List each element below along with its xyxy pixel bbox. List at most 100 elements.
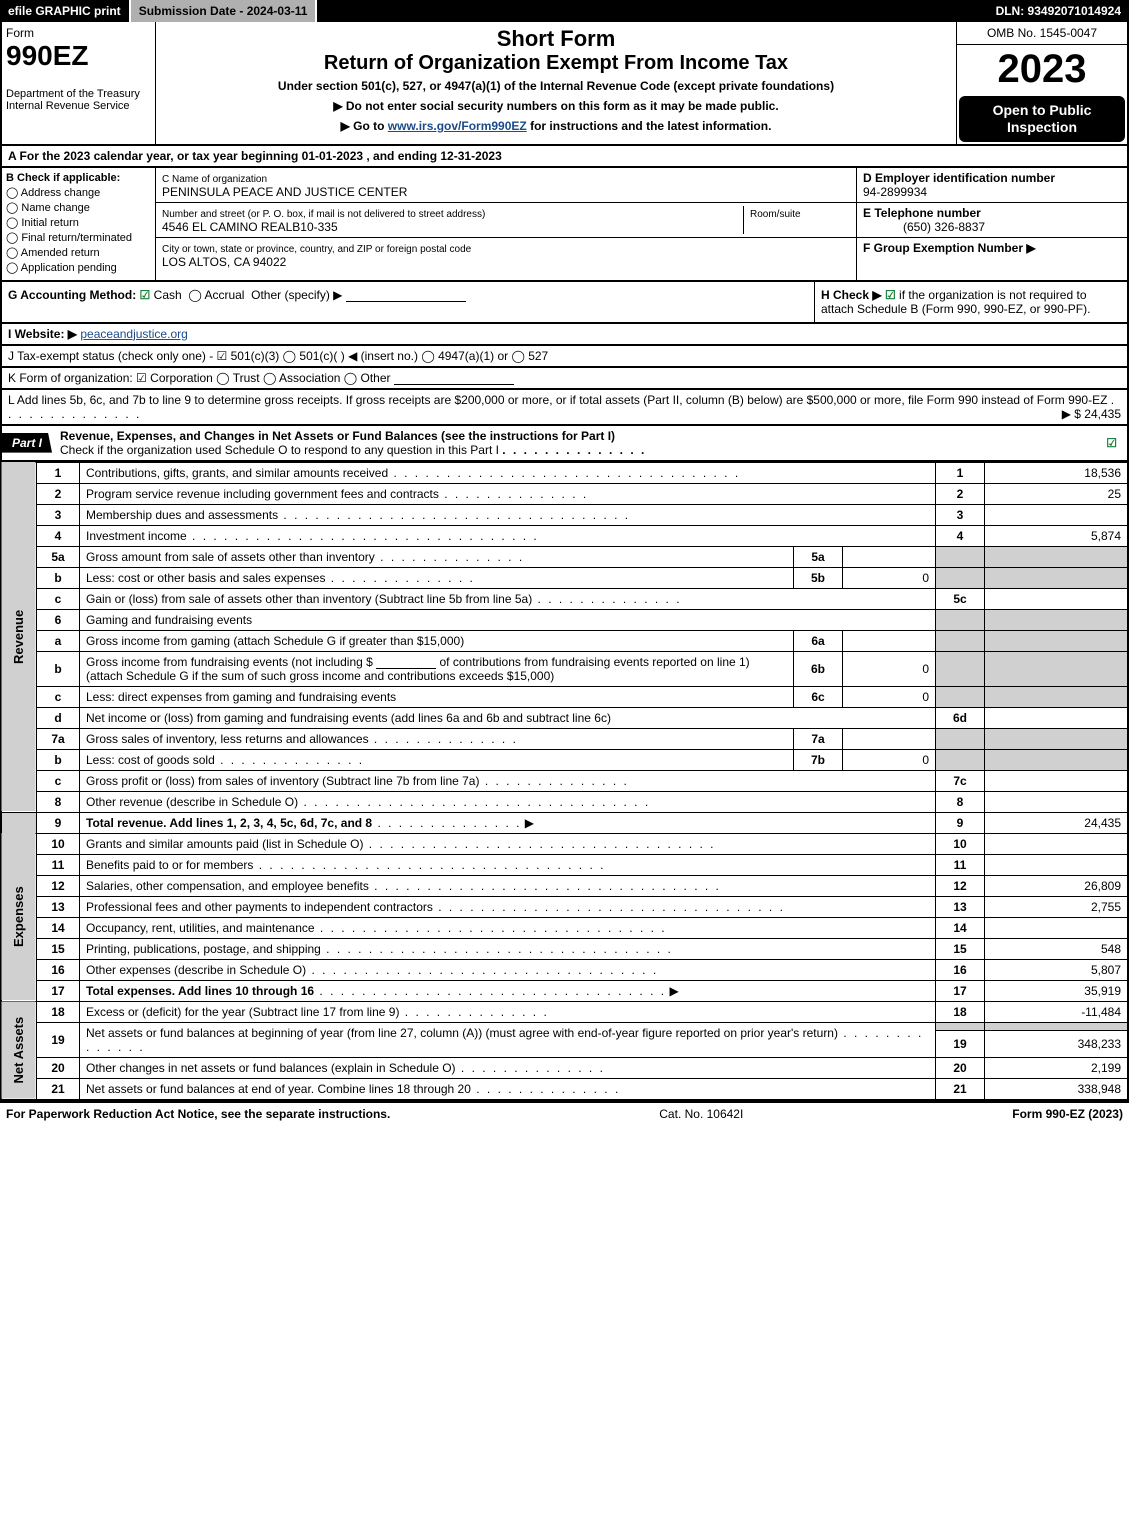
num-16: 16 [936,959,985,980]
desc-3: Membership dues and assessments [80,504,936,525]
sidebar-expenses: Expenses [1,833,37,1001]
val-18: -11,484 [985,1001,1129,1022]
phone-value: (650) 326-8837 [863,220,985,234]
desc-1: Contributions, gifts, grants, and simila… [80,462,936,483]
org-addr-cell: Number and street (or P. O. box, if mail… [156,203,856,238]
section-k: K Form of organization: ☑ Corporation ◯ … [0,368,1129,390]
ln-21: 21 [37,1078,80,1100]
instruction-1: ▶ Do not enter social security numbers o… [164,99,948,113]
subval-6c: 0 [843,686,936,707]
efile-label: efile GRAPHIC print [0,0,131,22]
desc-8: Other revenue (describe in Schedule O) [80,791,936,812]
opt-name-change[interactable]: ◯ Name change [6,201,151,214]
ln-6b: b [37,651,80,686]
num-6a-shade [936,630,985,651]
desc-15: Printing, publications, postage, and shi… [80,938,936,959]
sidebar-net-assets: Net Assets [1,1001,37,1100]
ln-2: 2 [37,483,80,504]
opt-final-return[interactable]: ◯ Final return/terminated [6,231,151,244]
opt-initial-return[interactable]: ◯ Initial return [6,216,151,229]
line-a-text: A For the 2023 calendar year, or tax yea… [8,149,502,163]
row-16: 16 Other expenses (describe in Schedule … [1,959,1128,980]
org-address: 4546 EL CAMINO REALB10-335 [162,220,338,234]
sub-5a: 5a [794,546,843,567]
ln-18: 18 [37,1001,80,1022]
row-5b: b Less: cost or other basis and sales ex… [1,567,1128,588]
num-19-shade [936,1022,985,1031]
irs-link[interactable]: www.irs.gov/Form990EZ [388,119,527,133]
ln-5a: 5a [37,546,80,567]
ln-14: 14 [37,917,80,938]
ln-15: 15 [37,938,80,959]
row-9: 9 Total revenue. Add lines 1, 2, 3, 4, 5… [1,812,1128,833]
org-name: PENINSULA PEACE AND JUSTICE CENTER [162,185,407,199]
sub-7b: 7b [794,749,843,770]
val-7a-shade [985,728,1129,749]
form-header: Form 990EZ Department of the Treasury In… [0,22,1129,146]
num-15: 15 [936,938,985,959]
ln-20: 20 [37,1057,80,1078]
row-6d: d Net income or (loss) from gaming and f… [1,707,1128,728]
part-1-header: Part I Revenue, Expenses, and Changes in… [0,426,1129,462]
val-17: 35,919 [985,980,1129,1001]
desc-2: Program service revenue including govern… [80,483,936,504]
num-4: 4 [936,525,985,546]
city-label: City or town, state or province, country… [162,244,471,255]
ln-9: 9 [37,812,80,833]
row-18: Net Assets 18 Excess or (deficit) for th… [1,1001,1128,1022]
h-label: H Check ▶ [821,288,882,302]
val-6d [985,707,1129,728]
num-6-shade [936,609,985,630]
row-15: 15 Printing, publications, postage, and … [1,938,1128,959]
ln-6d: d [37,707,80,728]
opt-1-label: Name change [21,202,90,214]
ln-11: 11 [37,854,80,875]
ln-19: 19 [37,1022,80,1057]
opt-5-label: Application pending [21,262,117,274]
row-17: 17 Total expenses. Add lines 10 through … [1,980,1128,1001]
instruction-2: ▶ Go to www.irs.gov/Form990EZ for instru… [164,119,948,133]
row-5c: c Gain or (loss) from sale of assets oth… [1,588,1128,609]
row-8: 8 Other revenue (describe in Schedule O)… [1,791,1128,812]
opt-amended-return[interactable]: ◯ Amended return [6,246,151,259]
ln-16: 16 [37,959,80,980]
num-7a-shade [936,728,985,749]
desc-5b: Less: cost or other basis and sales expe… [80,567,794,588]
row-6c: c Less: direct expenses from gaming and … [1,686,1128,707]
val-19-shade [985,1022,1129,1031]
num-5a-shade [936,546,985,567]
num-9: 9 [936,812,985,833]
title-short-form: Short Form [164,26,948,52]
agency-1: Department of the Treasury [6,88,151,100]
row-10: Expenses 10 Grants and similar amounts p… [1,833,1128,854]
section-def: D Employer identification number 94-2899… [856,168,1127,280]
tax-year: 2023 [957,45,1127,94]
desc-7b: Less: cost of goods sold [80,749,794,770]
section-b-title: B Check if applicable: [6,172,120,184]
title-return: Return of Organization Exempt From Incom… [164,52,948,75]
opt-application-pending[interactable]: ◯ Application pending [6,261,151,274]
opt-3-label: Final return/terminated [21,232,132,244]
omb-number: OMB No. 1545-0047 [957,22,1127,45]
part-1-checkbox[interactable]: ☑ [1096,432,1127,454]
ein-label: D Employer identification number [863,171,1055,185]
desc-6: Gaming and fundraising events [80,609,936,630]
opt-address-change[interactable]: ◯ Address change [6,186,151,199]
group-exemption-label: F Group Exemption Number ▶ [863,241,1036,255]
num-10: 10 [936,833,985,854]
sidebar-revenue: Revenue [1,462,37,812]
opt-4-label: Amended return [21,247,100,259]
subval-7b: 0 [843,749,936,770]
num-17: 17 [936,980,985,1001]
val-8 [985,791,1129,812]
val-7b-shade [985,749,1129,770]
val-11 [985,854,1129,875]
section-f: F Group Exemption Number ▶ [857,238,1127,258]
g-other: Other (specify) ▶ [251,288,342,302]
phone-label: E Telephone number [863,206,981,220]
section-h: H Check ▶ ☑ if the organization is not r… [814,282,1127,322]
row-12: 12 Salaries, other compensation, and emp… [1,875,1128,896]
row-6a: a Gross income from gaming (attach Sched… [1,630,1128,651]
website-link[interactable]: peaceandjustice.org [80,327,187,341]
val-5b-shade [985,567,1129,588]
